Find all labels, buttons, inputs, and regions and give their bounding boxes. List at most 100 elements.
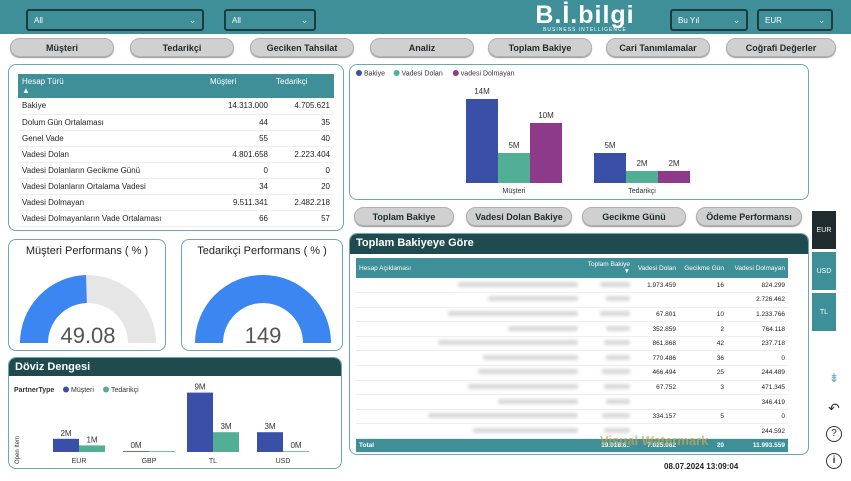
data-label: 10M: [538, 111, 554, 120]
bar[interactable]: [626, 171, 658, 183]
info-icon[interactable]: i: [826, 453, 842, 469]
nav-cari-tanimlamalar[interactable]: Cari Tanımlamalar: [606, 38, 710, 57]
subnav-gecikme-gunu[interactable]: Gecikme Günü: [582, 207, 686, 226]
back-icon[interactable]: ↶: [828, 400, 840, 416]
table-row[interactable]: 334.157 5 0: [356, 409, 788, 425]
table-cell: 352.859: [633, 321, 679, 337]
filter-icon[interactable]: ⇟: [828, 371, 840, 385]
legend-label: Müşteri: [71, 387, 94, 394]
bar[interactable]: [283, 451, 309, 452]
table-cell: 0: [727, 350, 788, 367]
table-row[interactable]: Bakiye 14.313.000 4.705.621: [18, 98, 334, 115]
table-cell: [581, 307, 633, 323]
col-header-vadesi-dolan[interactable]: Vadesi Dolan: [633, 258, 679, 278]
redacted-text: [488, 296, 578, 302]
table-row[interactable]: 67.801 10 1.233.766: [356, 307, 788, 323]
table-row[interactable]: Vadesi Dolmayanların Vade Ortalaması 66 57: [18, 210, 334, 227]
logo: B.İ.bilgi BUSINESS INTELLIGENCE: [530, 2, 640, 33]
table-row[interactable]: Genel Vade 55 40: [18, 130, 334, 147]
table-cell: [581, 292, 633, 308]
table-cell: [356, 350, 581, 367]
table-cell: Vadesi Dolan: [18, 146, 206, 163]
table-row[interactable]: Vadesi Dolan 4.801.658 2.223.404: [18, 146, 334, 163]
bar[interactable]: [187, 392, 213, 452]
nav-musteri[interactable]: Müşteri: [10, 38, 114, 57]
col-header-vadesi-dolmayan[interactable]: Vadesi Dolmayan: [727, 258, 788, 278]
table-row[interactable]: 861.868 42 237.718: [356, 336, 788, 352]
filter-dropdown-1[interactable]: All ⌄: [26, 9, 204, 31]
table-row[interactable]: 346.419: [356, 394, 788, 410]
col-header-musteri[interactable]: Müşteri: [206, 74, 272, 98]
musteri-gauge-panel: Müşteri Performans ( % ) 49.08: [8, 239, 166, 351]
redacted-text: [606, 325, 630, 331]
table-cell: [581, 365, 633, 381]
data-label: 2M: [636, 159, 647, 168]
nav-geciken-tahsilat[interactable]: Geciken Tahsilat: [250, 38, 354, 57]
table-row[interactable]: 1.973.459 16 824.299: [356, 278, 788, 294]
table-row[interactable]: 770.486 36 0: [356, 350, 788, 367]
bar[interactable]: [257, 432, 283, 452]
total-cell: 11.993.559: [727, 438, 788, 454]
table-row[interactable]: 352.859 2 764.118: [356, 321, 788, 337]
subnav-vadesi-dolan-bakiye[interactable]: Vadesi Dolan Bakiye: [466, 207, 572, 226]
subnav-toplam-bakiye[interactable]: Toplam Bakiye: [354, 207, 454, 226]
currency-dropdown[interactable]: EUR ⌄: [757, 9, 833, 31]
nav-analiz[interactable]: Analiz: [370, 38, 474, 57]
col-header-gecikme-gun[interactable]: Gecikme Gün: [679, 258, 727, 278]
table-cell: 1.233.766: [727, 307, 788, 323]
bar[interactable]: [658, 171, 690, 183]
nav-tedarikci[interactable]: Tedarikçi: [130, 38, 234, 57]
table-row[interactable]: 67.752 3 471.345: [356, 380, 788, 396]
col-header-hesap-aciklamasi[interactable]: Hesap Açıklaması: [356, 258, 581, 278]
period-dropdown[interactable]: Bu Yıl ⌄: [670, 9, 748, 31]
data-label: 5M: [604, 141, 615, 150]
subnav-odeme-performansi[interactable]: Ödeme Performansı: [696, 207, 802, 226]
table-cell: 35: [272, 114, 334, 131]
nav-cografi-degerler[interactable]: Coğrafi Değerler: [726, 38, 836, 57]
table-cell: 57: [272, 210, 334, 227]
table-cell: 25: [679, 365, 727, 381]
table-row[interactable]: 244.592: [356, 423, 788, 440]
filter-dropdown-2[interactable]: All ⌄: [224, 9, 316, 31]
balance-panel: Toplam Bakiyeye Göre Hesap Açıklaması To…: [349, 233, 809, 455]
bar[interactable]: [594, 153, 626, 183]
bar[interactable]: [466, 99, 498, 183]
table-row[interactable]: 466.494 25 244.489: [356, 365, 788, 381]
balance-title: Toplam Bakiyeye Göre: [350, 234, 808, 254]
bar[interactable]: [530, 123, 562, 183]
table-cell: 824.299: [727, 278, 788, 294]
table-row[interactable]: Dolum Gün Ortalaması 44 35: [18, 114, 334, 131]
y-axis-label: Open Item: [15, 436, 21, 464]
table-cell: 2.223.404: [272, 146, 334, 163]
redacted-text: [606, 296, 630, 302]
col-header-toplam-bakiye[interactable]: Toplam Bakiye ▼: [581, 258, 633, 278]
bar[interactable]: [498, 153, 530, 183]
help-icon[interactable]: ?: [826, 426, 842, 442]
currency-button-usd[interactable]: USD: [812, 252, 836, 290]
bar[interactable]: [79, 445, 105, 452]
redacted-text: [606, 398, 630, 404]
table-row[interactable]: 2.726.462: [356, 292, 788, 308]
bar[interactable]: [53, 438, 79, 452]
table-row[interactable]: Vadesi Dolanların Gecikme Günü 0 0: [18, 162, 334, 179]
table-row[interactable]: Vadesi Dolanların Ortalama Vadesi 34 20: [18, 178, 334, 195]
tick-label: TL: [209, 458, 217, 465]
col-header-tedarikci[interactable]: Tedarikçi: [272, 74, 334, 98]
redacted-text: [604, 383, 630, 389]
table-cell: 67.801: [633, 307, 679, 323]
table-cell: 14.313.000: [206, 98, 272, 115]
redacted-text: [428, 413, 578, 419]
nav-toplam-bakiye[interactable]: Toplam Bakiye: [488, 38, 592, 57]
legend-marker: [393, 70, 400, 76]
table-cell: 0: [272, 162, 334, 179]
redacted-text: [606, 354, 630, 360]
currency-button-tl[interactable]: TL: [812, 293, 836, 331]
bar[interactable]: [213, 432, 239, 452]
bar[interactable]: [123, 451, 149, 452]
table-row[interactable]: Vadesi Dolmayan 9.511.341 2.482.218: [18, 194, 334, 211]
bar[interactable]: [149, 451, 175, 452]
table-cell: [356, 307, 581, 323]
currency-button-eur[interactable]: EUR: [812, 211, 836, 249]
col-header-hesap-turu[interactable]: Hesap Türü ▲: [18, 74, 206, 98]
redacted-text: [458, 281, 578, 287]
